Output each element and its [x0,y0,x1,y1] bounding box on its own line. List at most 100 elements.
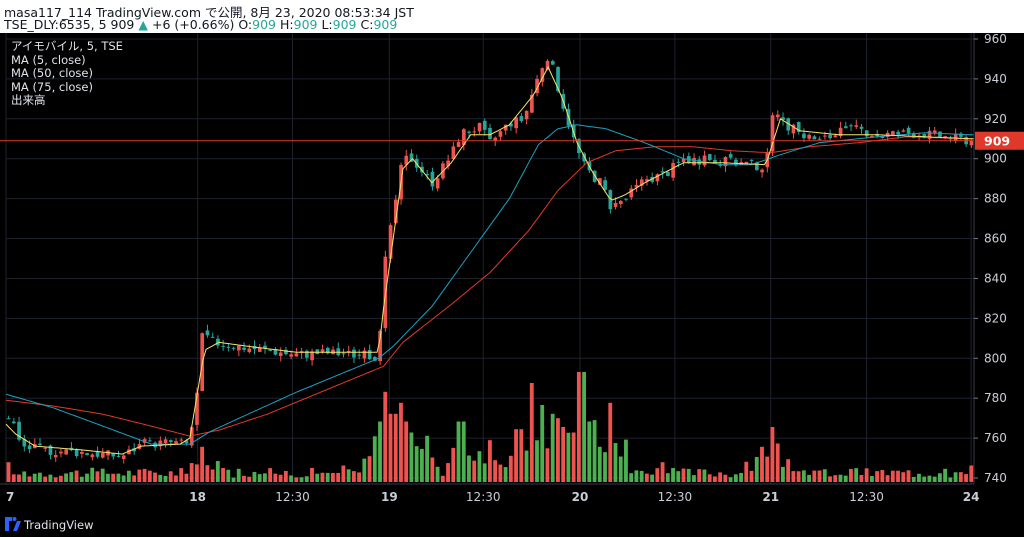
candle-body [901,130,906,132]
volume-bar [550,413,555,482]
volume-bar [43,476,48,482]
candle-body [509,123,513,127]
volume-bar [205,465,210,482]
price-tick-label: 740 [984,471,1007,485]
volume-bar [697,469,702,482]
volume-bar [189,463,194,482]
candle-body [294,353,299,357]
high-value: 909 [293,17,318,32]
volume-bar [723,474,728,482]
candle-body [843,126,848,129]
candle-body [325,347,330,354]
candle-body [629,188,634,198]
candle-body [116,455,121,457]
volume-bar [85,473,89,482]
legend-volume[interactable]: 出来高 [11,93,46,107]
candle-body [231,347,236,349]
candle-body [132,448,137,452]
candle-body [514,117,518,129]
candle-body [80,451,84,454]
volume-bar [200,446,205,482]
candle-body [660,171,665,173]
candle-body [728,154,733,158]
candle-body [503,124,508,131]
volume-bar [702,469,707,482]
volume-bar [440,475,445,482]
candle-body [184,440,189,444]
candle-body [462,129,466,145]
candle-body [38,443,42,446]
volume-bar [184,473,189,482]
volume-bar [770,427,775,482]
volume-bar [357,472,362,482]
candle-body [142,439,147,443]
volume-bar [299,477,304,482]
volume-bar [111,473,116,482]
price-chart[interactable]: 740 760 780 800 820 840 860 880 900 920 940 960 909 7… [0,33,1024,512]
volume-bar [346,469,351,482]
candle-body [373,357,377,361]
candle-body [278,352,283,356]
last-price-tag-label: 909 [984,133,1010,148]
volume-bar [754,457,759,482]
legend-ma50[interactable]: MA (50, close) [11,66,93,80]
candle-body [64,449,69,455]
candle-body [482,120,487,130]
candle-body [284,349,288,355]
price-tick-label: 960 [984,33,1007,46]
volume-bar [514,429,518,482]
close-value: 909 [373,17,398,32]
legend-ma5[interactable]: MA (5, close) [11,52,86,67]
candle-body [519,116,524,121]
candle-body [305,350,309,358]
volume-bar [906,470,911,482]
volume-bar [242,475,246,482]
candle-body [812,136,817,140]
volume-bar [273,473,278,482]
candle-body [545,60,550,70]
volume-bar [158,474,163,482]
candle-body [336,348,341,356]
candle-body [273,349,278,355]
volume-bar [671,468,675,482]
volume-bar [27,476,32,482]
volume-bar [613,443,618,482]
volume-bar [812,470,817,482]
volume-bar [304,476,309,482]
volume-bar [681,468,686,482]
volume-bar [95,471,100,482]
volume-bar [126,470,131,482]
candle-body [953,133,958,141]
candle-body [59,451,63,454]
volume-bar [796,471,801,482]
volume-bar [885,475,890,482]
volume-bar [880,470,885,482]
candle-body [493,137,498,142]
volume-bar [22,471,27,482]
volume-bar [90,467,95,482]
volume-bar [765,456,770,482]
volume-bar [388,413,393,482]
candle-body [430,171,435,187]
volume-bar [676,471,681,482]
volume-bar [828,476,832,482]
candle-body [237,345,241,351]
volume-bar [890,470,895,482]
candle-body [911,133,916,138]
volume-bar [325,472,330,482]
volume-bar [854,468,859,482]
legend-ma75[interactable]: MA (75, close) [11,79,93,94]
volume-bar [236,468,241,482]
price-tick-label: 800 [984,351,1007,365]
candle-body [362,350,367,359]
candle-body [163,439,168,444]
time-tick-label: 18 [189,490,206,504]
candle-body [891,131,895,135]
candle-body [195,392,199,425]
candle-body [592,170,597,182]
volume-bar [100,468,105,482]
candle-body [242,347,246,350]
candle-body [927,130,932,139]
candle-body [352,349,356,358]
candle-body [168,440,173,442]
